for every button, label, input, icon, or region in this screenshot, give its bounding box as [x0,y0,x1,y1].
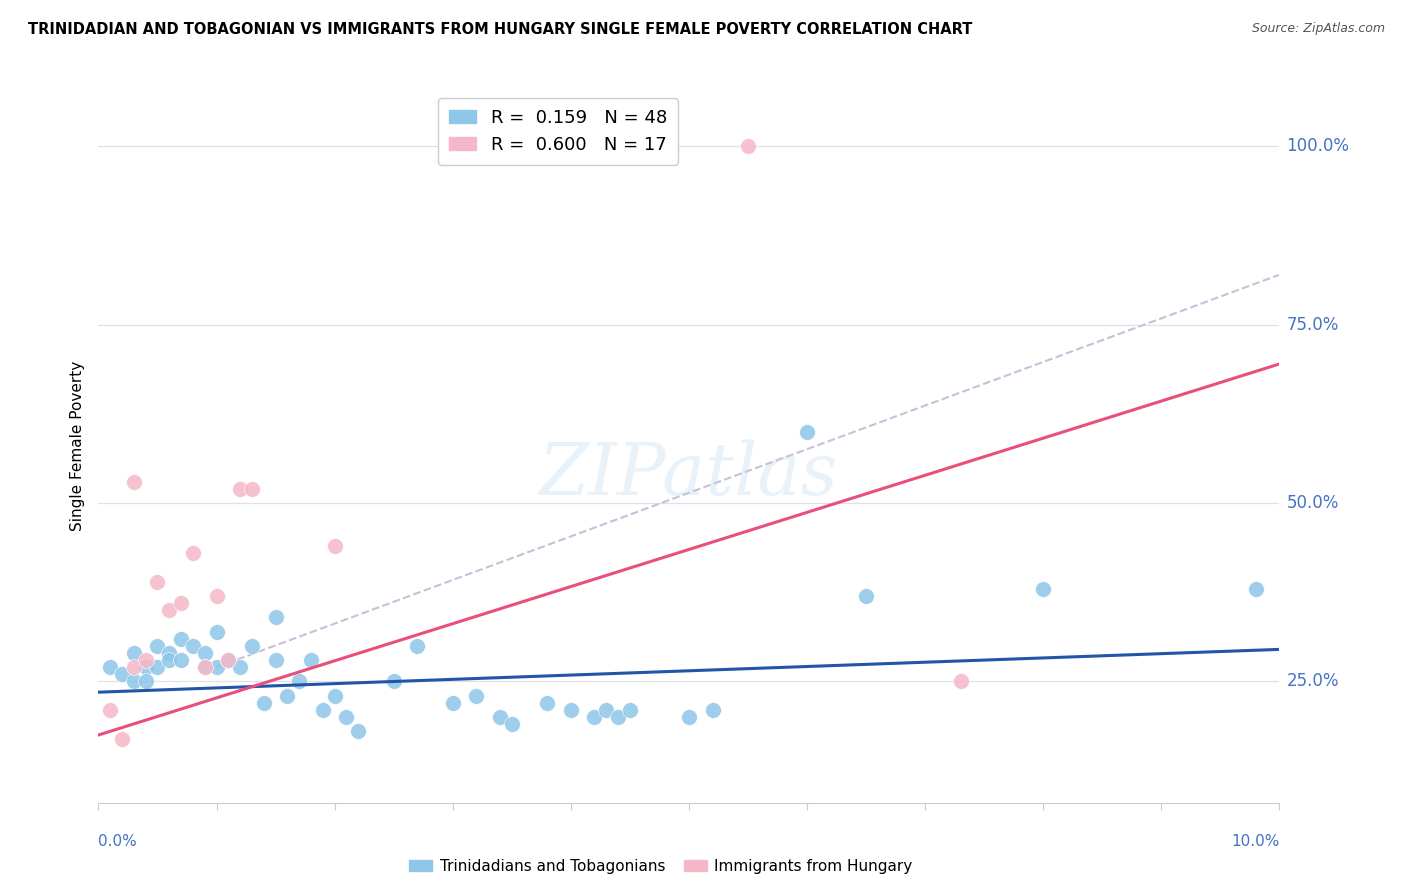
Point [583,710,606,724]
Point [181,639,204,653]
Point [702,703,724,717]
Point [347,724,370,739]
Point [489,710,512,724]
Point [170,632,193,646]
Point [98,660,121,674]
Text: 0.0%: 0.0% [98,834,138,849]
Text: 75.0%: 75.0% [1286,316,1339,334]
Point [737,139,759,153]
Point [146,574,169,589]
Point [135,660,157,674]
Y-axis label: Single Female Poverty: Single Female Poverty [69,361,84,531]
Point [323,539,346,553]
Point [1032,582,1054,596]
Text: ZIPatlas: ZIPatlas [538,439,839,510]
Point [536,696,558,710]
Point [229,660,252,674]
Text: 25.0%: 25.0% [1286,673,1339,690]
Point [111,731,134,746]
Point [122,475,145,489]
Point [205,589,228,603]
Point [157,646,180,660]
Point [240,482,263,496]
Text: 100.0%: 100.0% [1286,137,1350,155]
Point [122,674,145,689]
Point [441,696,464,710]
Text: 10.0%: 10.0% [1232,834,1279,849]
Point [135,674,157,689]
Point [560,703,582,717]
Text: 50.0%: 50.0% [1286,494,1339,512]
Point [170,596,193,610]
Point [157,653,180,667]
Point [595,703,617,717]
Point [619,703,641,717]
Point [465,689,488,703]
Point [205,660,228,674]
Point [607,710,630,724]
Point [146,639,169,653]
Point [135,653,157,667]
Point [299,653,322,667]
Point [170,653,193,667]
Point [111,667,134,681]
Text: TRINIDADIAN AND TOBAGONIAN VS IMMIGRANTS FROM HUNGARY SINGLE FEMALE POVERTY CORR: TRINIDADIAN AND TOBAGONIAN VS IMMIGRANTS… [28,22,973,37]
Point [949,674,972,689]
Point [288,674,311,689]
Point [335,710,357,724]
Point [253,696,276,710]
Point [217,653,239,667]
Point [406,639,429,653]
Point [312,703,335,717]
Point [276,689,298,703]
Point [382,674,405,689]
Point [240,639,263,653]
Point [157,603,180,617]
Point [678,710,700,724]
Point [194,660,217,674]
Point [122,660,145,674]
Legend: Trinidadians and Tobagonians, Immigrants from Hungary: Trinidadians and Tobagonians, Immigrants… [404,853,918,880]
Text: Source: ZipAtlas.com: Source: ZipAtlas.com [1251,22,1385,36]
Point [501,717,523,731]
Point [194,660,217,674]
Point [229,482,252,496]
Point [264,610,287,624]
Legend: R =  0.159   N = 48, R =  0.600   N = 17: R = 0.159 N = 48, R = 0.600 N = 17 [439,98,678,165]
Point [1244,582,1267,596]
Point [98,703,121,717]
Point [205,624,228,639]
Point [855,589,877,603]
Point [796,425,818,439]
Point [217,653,239,667]
Point [122,646,145,660]
Point [264,653,287,667]
Point [181,546,204,560]
Point [146,660,169,674]
Point [323,689,346,703]
Point [194,646,217,660]
